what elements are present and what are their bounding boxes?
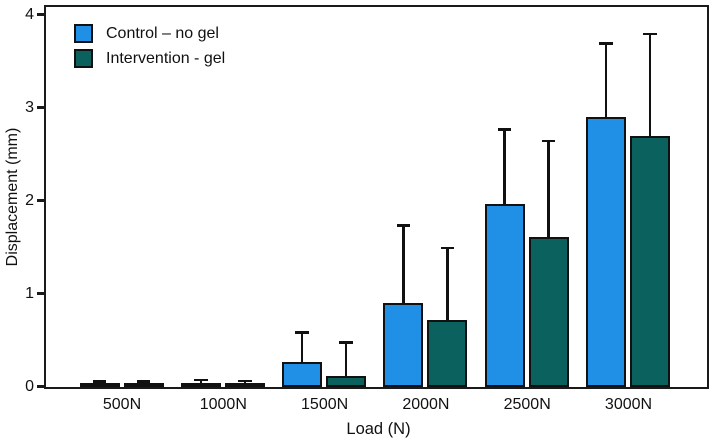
bar-intervention-1000N (224, 383, 265, 387)
y-tick-label-2: 2 (25, 191, 34, 209)
error-bar-cap-intervention-1500N (339, 341, 353, 345)
y-tick-mark-0 (37, 385, 44, 388)
bar-control-1000N (180, 383, 221, 387)
legend: Control – no gel Intervention - gel (74, 24, 225, 68)
error-bar-stem-intervention-2000N (446, 249, 449, 323)
error-bar-cap-control-1000N (194, 378, 208, 382)
error-bar-cap-control-500N (92, 380, 107, 384)
x-category-label-3000N: 3000N (604, 396, 653, 413)
y-tick-label-1: 1 (25, 284, 34, 302)
legend-item-control: Control – no gel (74, 24, 225, 43)
y-tick-label-0: 0 (25, 377, 34, 395)
bar-control-2500N (484, 203, 525, 387)
x-category-label-1000N: 1000N (199, 396, 247, 413)
bar-intervention-2500N (528, 237, 569, 387)
bar-intervention-2000N (427, 320, 468, 387)
legend-item-intervention: Intervention - gel (74, 49, 225, 68)
legend-label-control: Control – no gel (106, 24, 219, 42)
y-tick-mark-1 (37, 292, 44, 295)
error-bar-cap-intervention-500N (136, 380, 151, 384)
y-tick-mark-2 (37, 199, 44, 202)
error-bar-cap-control-3000N (599, 41, 613, 45)
error-bar-stem-intervention-1500N (344, 344, 348, 378)
bar-control-1500N (282, 361, 323, 387)
bar-intervention-500N (123, 383, 164, 387)
error-bar-cap-intervention-3000N (643, 32, 657, 36)
error-bar-cap-intervention-2500N (541, 139, 556, 143)
error-bar-stem-control-1500N (300, 334, 304, 364)
x-category-label-2500N: 2500N (503, 396, 551, 413)
error-bar-cap-intervention-1000N (238, 379, 252, 383)
error-bar-stem-intervention-3000N (648, 35, 652, 138)
error-bar-stem-control-2500N (503, 131, 506, 206)
plot-canvas: Control – no gel Intervention - gel (46, 7, 707, 387)
x-category-label-2000N: 2000N (402, 396, 450, 413)
error-bar-cap-control-1500N (295, 331, 309, 334)
bar-control-500N (79, 383, 120, 387)
y-tick-label-4: 4 (25, 5, 34, 23)
error-bar-stem-intervention-2500N (547, 142, 550, 240)
error-bar-stem-control-2000N (402, 227, 405, 306)
y-tick-mark-4 (37, 13, 44, 16)
error-bar-cap-control-2000N (396, 224, 411, 228)
bar-control-3000N (586, 117, 626, 387)
y-tick-mark-3 (37, 106, 44, 109)
x-axis-title: Load (N) (346, 420, 411, 438)
y-tick-label-3: 3 (25, 98, 34, 116)
bar-intervention-3000N (630, 135, 670, 387)
bar-intervention-1500N (326, 375, 367, 387)
plot-area: Control – no gel Intervention - gel (44, 5, 709, 389)
error-bar-cap-intervention-2000N (440, 246, 455, 250)
error-bar-stem-control-3000N (604, 44, 608, 120)
x-category-label-1500N: 1500N (301, 396, 349, 413)
legend-label-intervention: Intervention - gel (106, 49, 226, 67)
x-category-label-500N: 500N (102, 396, 142, 413)
legend-swatch-intervention (74, 49, 93, 68)
bar-control-2000N (383, 303, 424, 387)
error-bar-cap-control-2500N (497, 128, 512, 132)
legend-swatch-control (74, 24, 93, 43)
